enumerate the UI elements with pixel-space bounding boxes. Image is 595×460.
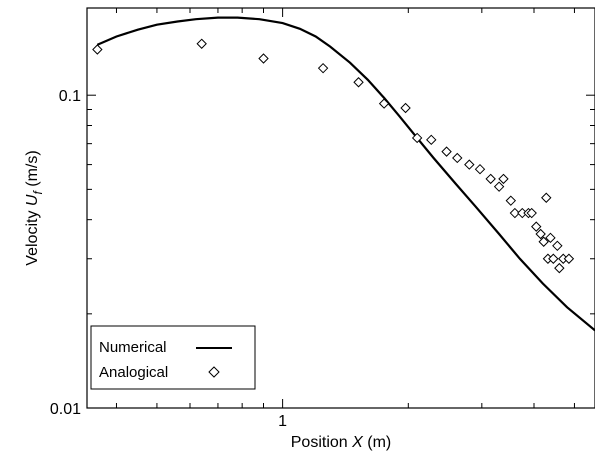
data-point-analogical — [541, 192, 552, 203]
data-point-analogical — [509, 207, 521, 219]
data-point-analogical — [548, 253, 559, 264]
data-point-analogical — [441, 146, 452, 157]
data-point-analogical — [400, 102, 411, 114]
ticks-group: 0.1 0.01 1 — [50, 8, 595, 430]
data-point-analogical — [498, 173, 509, 185]
data-point-analogical — [317, 62, 329, 74]
data-point-analogical — [554, 262, 565, 274]
plot-frame — [86, 7, 595, 409]
x-axis-label: Position X (m) — [291, 434, 391, 451]
data-point-analogical — [464, 159, 475, 170]
data-point-analogical — [411, 132, 423, 144]
data-point-analogical — [531, 221, 542, 232]
legend-diamond-icon — [208, 366, 220, 378]
y-tick-label: 0.1 — [59, 88, 81, 105]
legend-box — [90, 325, 256, 390]
y-axis-label: Velocity Uf (m/s) — [24, 150, 45, 265]
data-point-analogical — [535, 228, 546, 240]
data-point-analogical — [485, 173, 496, 185]
legend: Numerical Analogical — [90, 325, 256, 390]
data-point-analogical — [353, 77, 364, 88]
legend-label-analogical: Analogical — [99, 364, 168, 381]
data-point-analogical — [196, 38, 207, 49]
x-tick-label: 1 — [278, 413, 287, 430]
series-group — [92, 16, 595, 332]
data-point-analogical — [538, 236, 549, 247]
series-line-numerical — [96, 16, 595, 332]
data-point-analogical — [426, 134, 437, 146]
legend-label-numerical: Numerical — [99, 339, 167, 356]
data-point-analogical — [505, 195, 517, 206]
data-point-analogical — [452, 152, 463, 164]
data-point-analogical — [563, 253, 575, 264]
data-point-analogical — [92, 44, 103, 55]
data-point-analogical — [258, 53, 269, 64]
data-point-analogical — [474, 163, 486, 175]
data-point-analogical — [526, 207, 537, 219]
data-point-analogical — [378, 98, 390, 109]
data-point-analogical — [493, 181, 505, 192]
y-tick-label: 0.01 — [50, 401, 81, 418]
data-point-analogical — [552, 240, 563, 252]
data-point-analogical — [545, 232, 556, 244]
